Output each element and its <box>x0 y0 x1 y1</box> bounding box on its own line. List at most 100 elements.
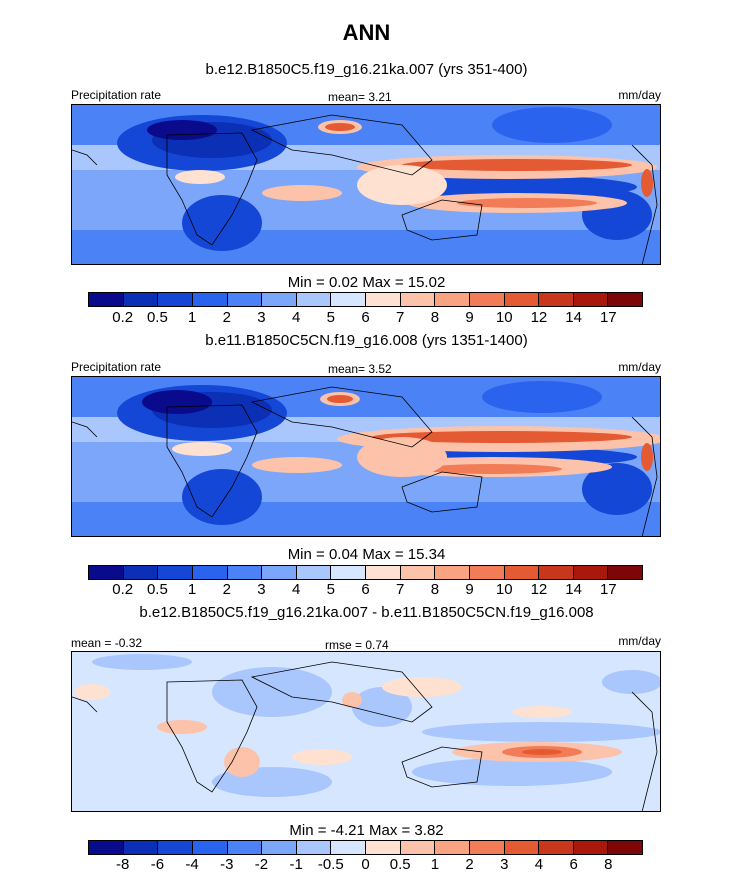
colorbar-cell <box>504 566 540 579</box>
panel1-mean-label: mean= 3.21 <box>328 90 392 104</box>
colorbar-tick-label: 8 <box>604 856 613 873</box>
panel2-title: b.e11.B1850C5CN.f19_g16.008 (yrs 1351-14… <box>205 332 528 349</box>
colorbar-cell <box>89 841 124 854</box>
panel1-map <box>71 104 661 265</box>
colorbar-cell <box>400 566 436 579</box>
colorbar-cell <box>123 566 159 579</box>
colorbar-cell <box>331 566 366 579</box>
colorbar-tick-label: 3 <box>257 309 266 326</box>
colorbar-tick-label: 4 <box>534 856 544 873</box>
panel2-stats: Min = 0.04 Max = 15.34 <box>287 546 446 563</box>
colorbar-cell <box>89 566 124 579</box>
colorbar-cell <box>89 293 124 306</box>
colorbar-tick-label: 0.5 <box>146 309 168 326</box>
colorbar-tick-label: 2 <box>465 856 474 873</box>
colorbar-tick-label: 2 <box>222 581 231 598</box>
panel2-mean-label: mean= 3.52 <box>328 362 392 376</box>
colorbar-tick-label: -0.5 <box>317 856 344 873</box>
panel1-colorbar <box>88 292 643 307</box>
colorbar-cell <box>504 293 540 306</box>
colorbar-tick-label: 7 <box>396 309 405 326</box>
colorbar-cell <box>158 841 193 854</box>
colorbar-tick-label: 4 <box>291 581 301 598</box>
panel3-mean-label: mean = -0.32 <box>71 636 143 650</box>
colorbar-cell <box>608 841 642 854</box>
colorbar-tick-label: 0.2 <box>112 581 134 598</box>
panel3-stats: Min = -4.21 Max = 3.82 <box>289 822 444 839</box>
colorbar-cell <box>262 841 297 854</box>
colorbar-tick-label: 5 <box>326 581 335 598</box>
colorbar-tick-label: 7 <box>396 581 405 598</box>
colorbar-cell <box>469 566 505 579</box>
colorbar-tick-label: 2 <box>222 309 231 326</box>
colorbar-cell <box>539 293 574 306</box>
colorbar-tick-label: 3 <box>257 581 266 598</box>
colorbar-tick-label: 0 <box>361 856 370 873</box>
colorbar-tick-label: -8 <box>116 856 130 873</box>
colorbar-cell <box>262 293 297 306</box>
panel3-colorbar <box>88 840 643 855</box>
colorbar-cell <box>400 841 436 854</box>
panel2-colorbar <box>88 565 643 580</box>
colorbar-tick-label: -4 <box>185 856 199 873</box>
colorbar-cell <box>573 841 609 854</box>
colorbar-cell <box>469 293 505 306</box>
panel3-title: b.e12.B1850C5.f19_g16.21ka.007 - b.e11.B… <box>139 604 594 621</box>
panel3-rmse-label: rmse = 0.74 <box>325 638 389 652</box>
colorbar-tick-label: 0.2 <box>112 309 134 326</box>
colorbar-cell <box>435 566 470 579</box>
panel1-stats: Min = 0.02 Max = 15.02 <box>287 274 446 291</box>
colorbar-tick-label: 10 <box>495 309 513 326</box>
colorbar-tick-label: -6 <box>150 856 165 873</box>
colorbar-cell <box>469 841 505 854</box>
colorbar-cell <box>539 566 574 579</box>
colorbar-cell <box>366 293 401 306</box>
colorbar-tick-label: 8 <box>430 581 440 598</box>
colorbar-cell <box>573 566 609 579</box>
colorbar-cell <box>435 841 470 854</box>
colorbar-cell <box>123 293 159 306</box>
colorbar-tick-label: 10 <box>495 581 513 598</box>
colorbar-tick-label: 0.5 <box>146 581 168 598</box>
colorbar-cell <box>158 566 193 579</box>
colorbar-tick-label: 17 <box>599 581 617 598</box>
colorbar-cell <box>158 293 193 306</box>
colorbar-cell <box>435 293 470 306</box>
colorbar-cell <box>123 841 159 854</box>
colorbar-tick-label: 3 <box>500 856 509 873</box>
colorbar-tick-label: 12 <box>530 309 548 326</box>
colorbar-tick-label: 1 <box>187 581 197 598</box>
panel1-colorbar-ticks: 0.2 0.5 1 2 3 4 5 6 7 8 9 10 12 14 17 <box>88 309 643 327</box>
colorbar-cell <box>608 293 642 306</box>
colorbar-cell <box>331 293 366 306</box>
colorbar-tick-label: 8 <box>430 309 440 326</box>
panel1-left-label: Precipitation rate <box>71 88 162 102</box>
colorbar-cell <box>192 566 228 579</box>
colorbar-tick-label: 12 <box>530 581 548 598</box>
colorbar-cell <box>227 293 263 306</box>
colorbar-tick-label: 0.5 <box>389 856 411 873</box>
panel2-colorbar-ticks: 0.2 0.5 1 2 3 4 5 6 7 8 9 10 12 14 17 <box>88 581 643 599</box>
colorbar-tick-label: -2 <box>254 856 269 873</box>
panel1-units-label: mm/day <box>618 88 661 102</box>
panel3-colorbar-ticks: -8 -6 -4 -3 -2 -1 -0.5 0 0.5 1 2 3 4 6 8 <box>88 856 643 874</box>
panel2-left-label: Precipitation rate <box>71 360 162 374</box>
colorbar-cell <box>331 841 366 854</box>
colorbar-tick-label: 6 <box>361 581 370 598</box>
colorbar-cell <box>539 841 574 854</box>
colorbar-cell <box>366 566 401 579</box>
colorbar-cell <box>296 566 332 579</box>
colorbar-tick-label: 9 <box>465 309 474 326</box>
colorbar-cell <box>608 566 642 579</box>
colorbar-tick-label: -1 <box>289 856 303 873</box>
colorbar-cell <box>573 293 609 306</box>
colorbar-cell <box>504 841 540 854</box>
panel3-map <box>71 651 661 812</box>
colorbar-cell <box>366 841 401 854</box>
colorbar-tick-label: 6 <box>569 856 578 873</box>
colorbar-cell <box>262 566 297 579</box>
colorbar-tick-label: 14 <box>565 581 582 598</box>
panel3-units-label: mm/day <box>618 634 661 648</box>
colorbar-cell <box>296 841 332 854</box>
colorbar-tick-label: 9 <box>465 581 474 598</box>
